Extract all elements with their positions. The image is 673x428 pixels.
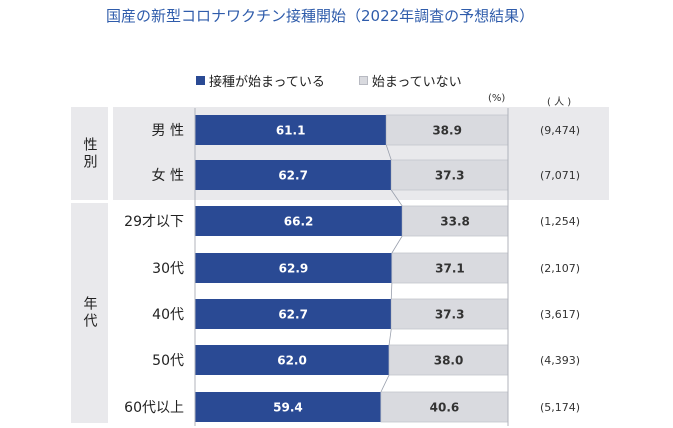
unit-people: ( 人 ) [547, 97, 572, 108]
unit-percent: (%) [488, 93, 506, 104]
legend-swatch-not-started [358, 76, 368, 85]
legend-item-started: 接種が始まっている [196, 71, 325, 90]
data-label-not-started: 38.9 [432, 124, 462, 138]
legend-item-not-started: 始まっていない [358, 71, 462, 90]
connector-line [391, 235, 403, 254]
data-label-started: 66.2 [284, 215, 314, 229]
chart-title: 国産の新型コロナワクチン接種開始（2022年調査の予想結果） [106, 7, 535, 25]
bar-not-started [390, 298, 509, 330]
bar-started [195, 392, 381, 422]
bar-started [195, 115, 387, 145]
data-label-not-started: 38.0 [434, 354, 464, 368]
connector-line [388, 328, 392, 346]
legend-swatch-started [196, 76, 205, 85]
data-label-started: 62.9 [279, 262, 309, 276]
sample-size-label: (4,393) [540, 354, 580, 367]
data-label-not-started: 40.6 [430, 401, 460, 415]
bar-not-started [401, 205, 509, 237]
category-label: 29才以下 [124, 214, 184, 230]
sample-size-label: (3,617) [540, 308, 580, 321]
category-label: 60代以上 [124, 400, 184, 416]
bar-started [195, 253, 392, 283]
bar-started [195, 299, 392, 329]
data-label-not-started: 33.8 [440, 215, 470, 229]
connector-line [390, 282, 393, 300]
sample-size-label: (5,174) [540, 401, 580, 414]
category-label: 男 性 [152, 123, 184, 139]
category-label: 女 性 [152, 167, 184, 184]
data-label-not-started: 37.3 [435, 169, 465, 183]
bar-not-started [390, 159, 509, 191]
labels-group: 61.1 38.9 男 性 (9,474) 62.7 37.3 女 性 (7,071) 66.2… [124, 123, 580, 416]
connector-line [385, 144, 392, 161]
data-label-started: 61.1 [276, 124, 306, 138]
group-label-gender: 性別 [71, 107, 108, 200]
group-label-age: 年代 [71, 203, 108, 423]
bar-started [195, 345, 390, 375]
legend: 接種が始まっている 始まっていない [196, 71, 496, 90]
legend-label-not-started: 始まっていない [371, 75, 462, 90]
category-label: 40代 [152, 307, 184, 323]
bar-not-started [388, 344, 509, 376]
sample-size-label: (9,474) [540, 124, 580, 137]
category-label: 50代 [152, 353, 184, 369]
data-label-started: 62.0 [277, 354, 307, 368]
bar-not-started [380, 391, 509, 423]
connector-line [390, 189, 403, 207]
category-label: 30代 [152, 261, 184, 277]
data-label-started: 62.7 [278, 169, 308, 183]
bars-group [194, 108, 509, 426]
connector-line [380, 374, 390, 393]
data-label-started: 59.4 [273, 401, 303, 415]
bar-not-started [385, 114, 509, 146]
data-label-not-started: 37.3 [435, 308, 465, 322]
sample-size-label: (2,107) [540, 262, 580, 275]
sample-size-label: (7,071) [540, 169, 580, 182]
sample-size-label: (1,254) [540, 215, 580, 228]
data-label-started: 62.7 [278, 308, 308, 322]
legend-label-started: 接種が始まっている [209, 75, 325, 90]
bar-started [195, 206, 403, 236]
bar-not-started [391, 252, 509, 284]
bar-started [195, 160, 392, 190]
data-label-not-started: 37.1 [435, 262, 465, 276]
